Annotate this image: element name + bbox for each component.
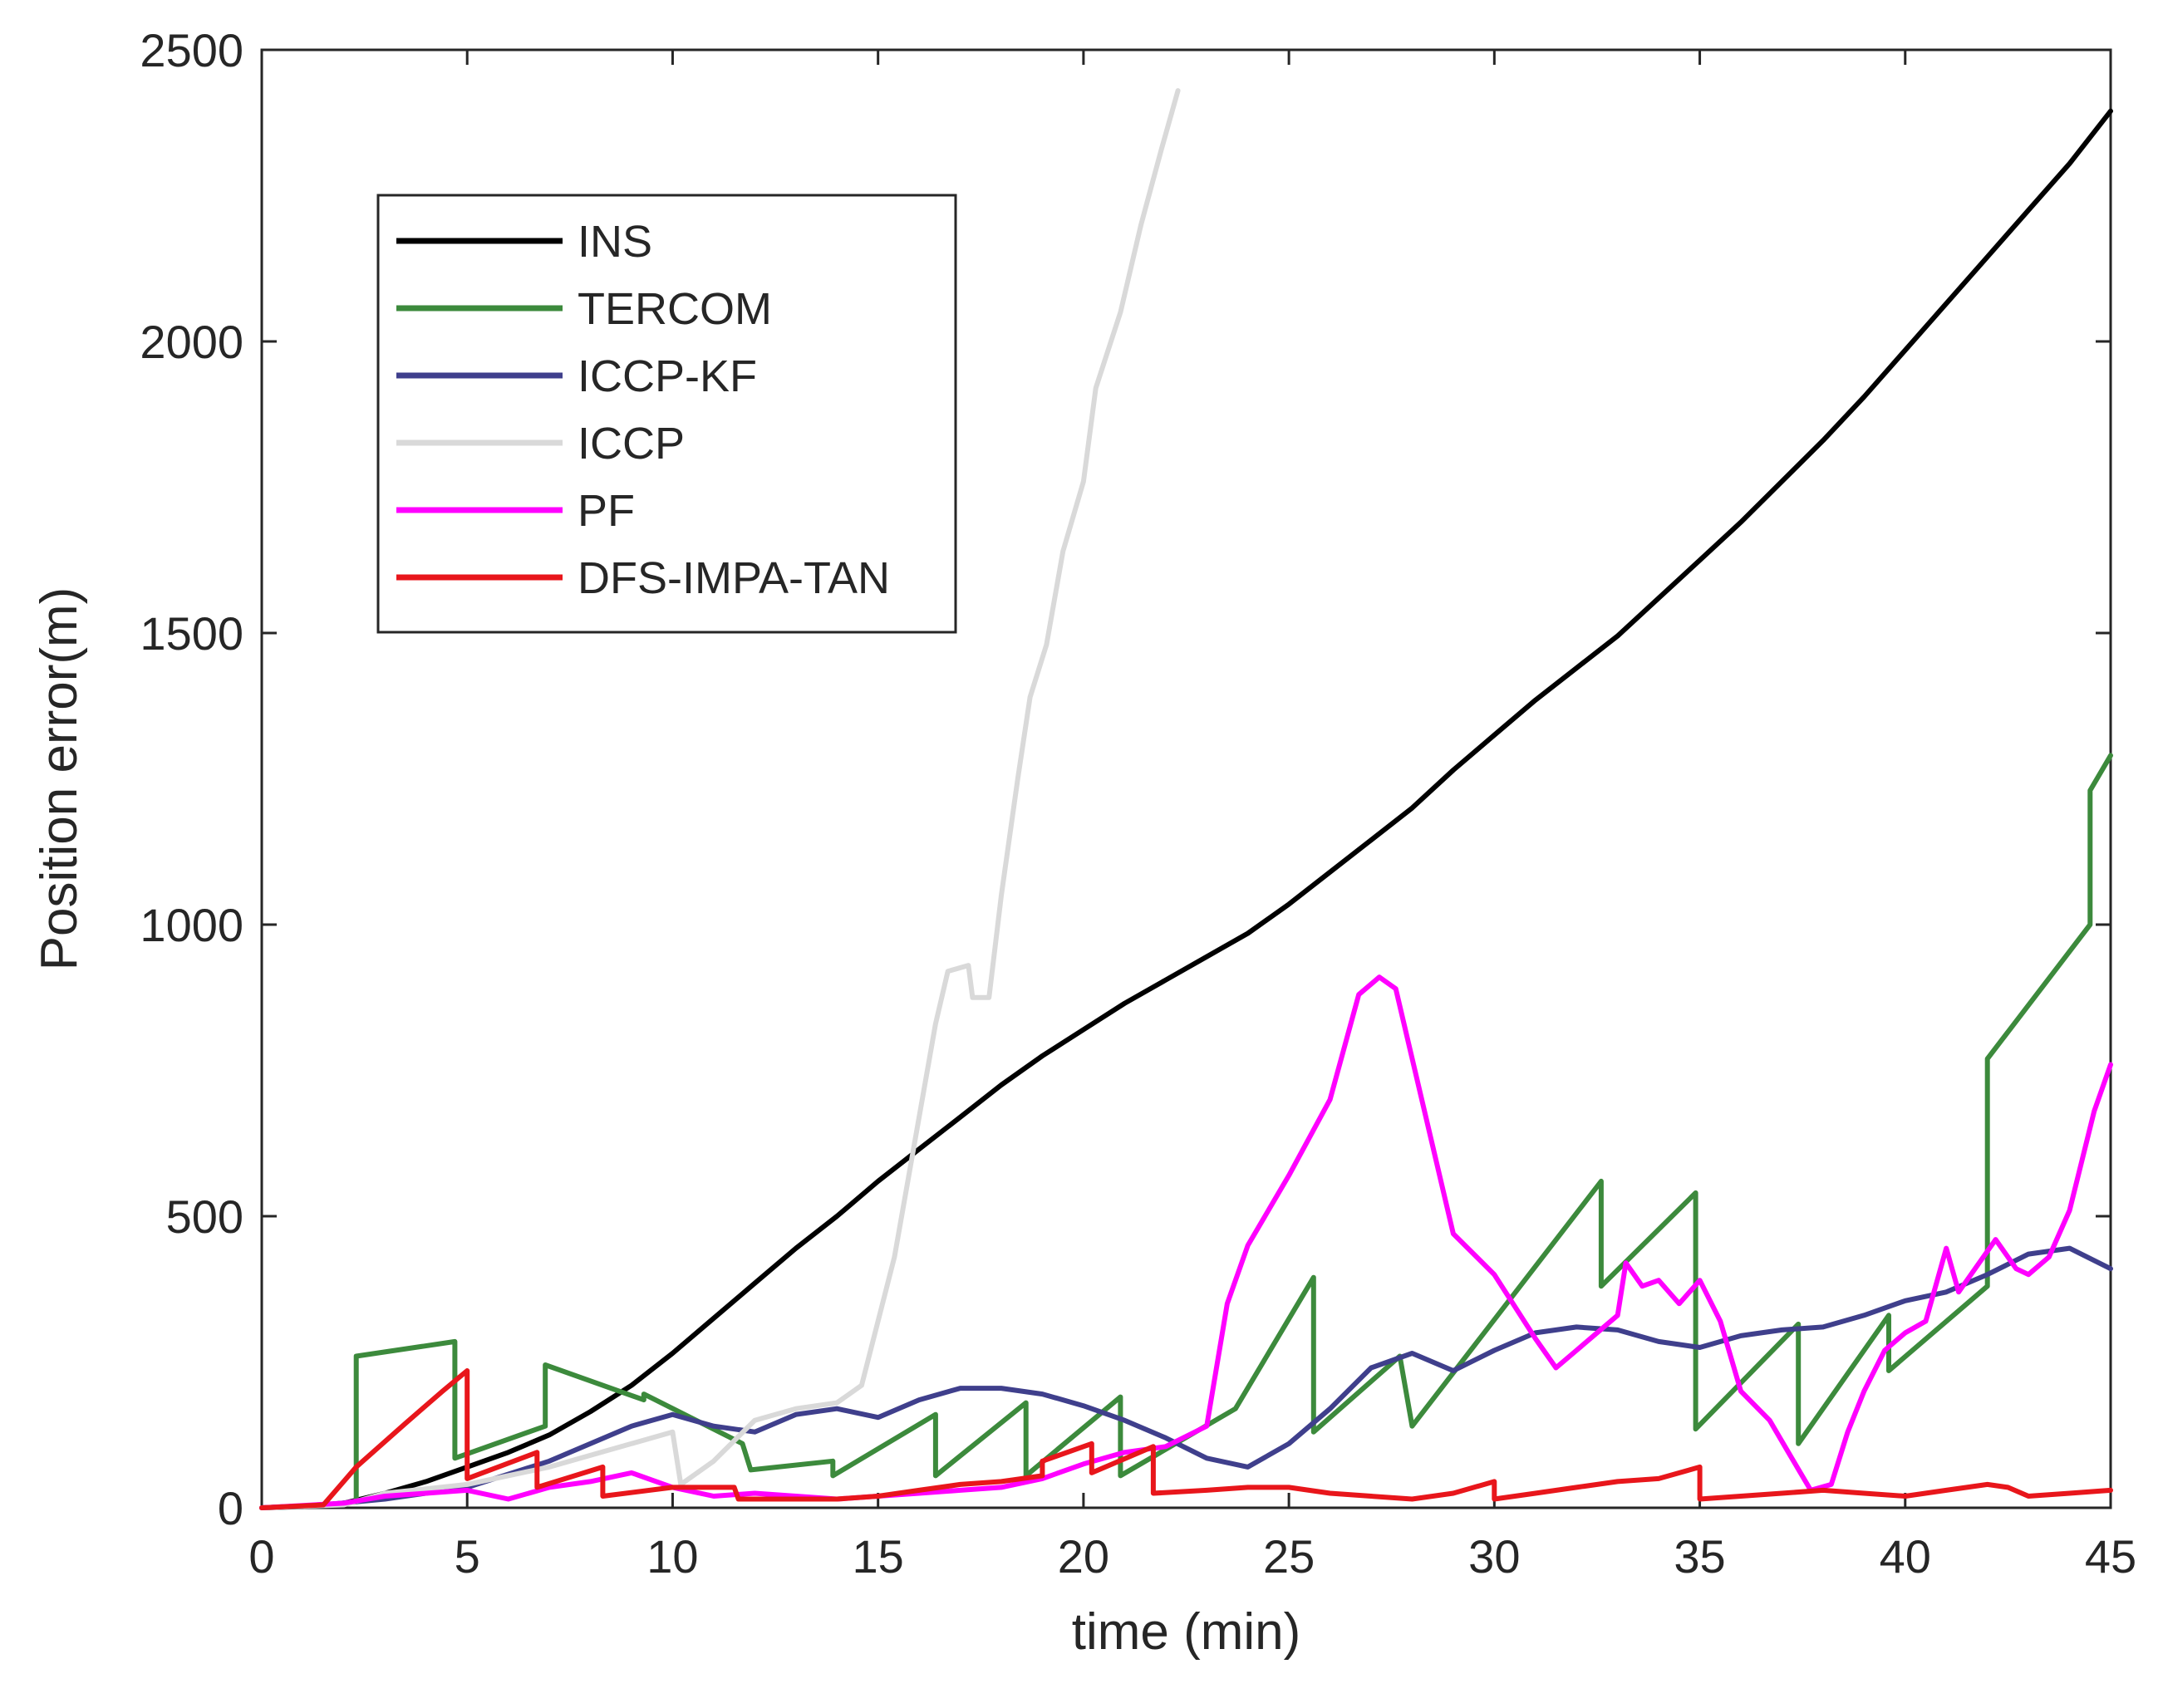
x-tick-label: 20 [1058,1530,1109,1583]
y-axis-label: Position error(m) [31,587,88,971]
y-tick-label: 500 [166,1190,243,1243]
x-tick-label: 45 [2085,1530,2136,1583]
x-tick-label: 30 [1468,1530,1520,1583]
legend-label: INS [578,217,652,267]
x-tick-label: 25 [1263,1530,1315,1583]
plot-area-frame [260,48,2112,1509]
legend-box [376,194,957,634]
x-tick-label: 15 [853,1530,904,1583]
y-tick-label: 2000 [140,316,243,368]
legend-label: PF [578,486,635,536]
y-tick-label: 1500 [140,607,243,660]
x-tick-label: 0 [248,1530,274,1583]
series-line-iccp [259,88,1181,1510]
y-tick-label: 2500 [140,24,243,76]
legend-label: DFS-IMPA-TAN [578,553,890,603]
legend-label: ICCP [578,419,685,469]
series-line-iccp-kf [259,1245,2113,1510]
x-tick-label: 35 [1674,1530,1725,1583]
series-line-pf [259,974,2113,1510]
legend-label: ICCP-KF [578,351,757,401]
x-tick-label: 5 [455,1530,480,1583]
axis-ticks: 0 5 10 15 20 25 30 35 40 45 0 500 1000 1500 2000 2500 [140,24,2136,1583]
series-layer [259,88,2113,1510]
legend-label: TERCOM [578,284,772,334]
x-tick-label: 10 [646,1530,698,1583]
x-tick-label: 40 [1880,1530,1931,1583]
series-line-ins [259,108,2113,1510]
series-line-dfs-impa-tan [259,1368,2113,1510]
series-line-tercom [259,753,2113,1510]
x-axis-label: time (min) [1072,1603,1301,1661]
legend: INS TERCOM ICCP-KF ICCP PF DFS-IMPA-TAN [376,194,957,634]
y-tick-label: 0 [218,1482,243,1534]
y-tick-label: 1000 [140,899,243,951]
